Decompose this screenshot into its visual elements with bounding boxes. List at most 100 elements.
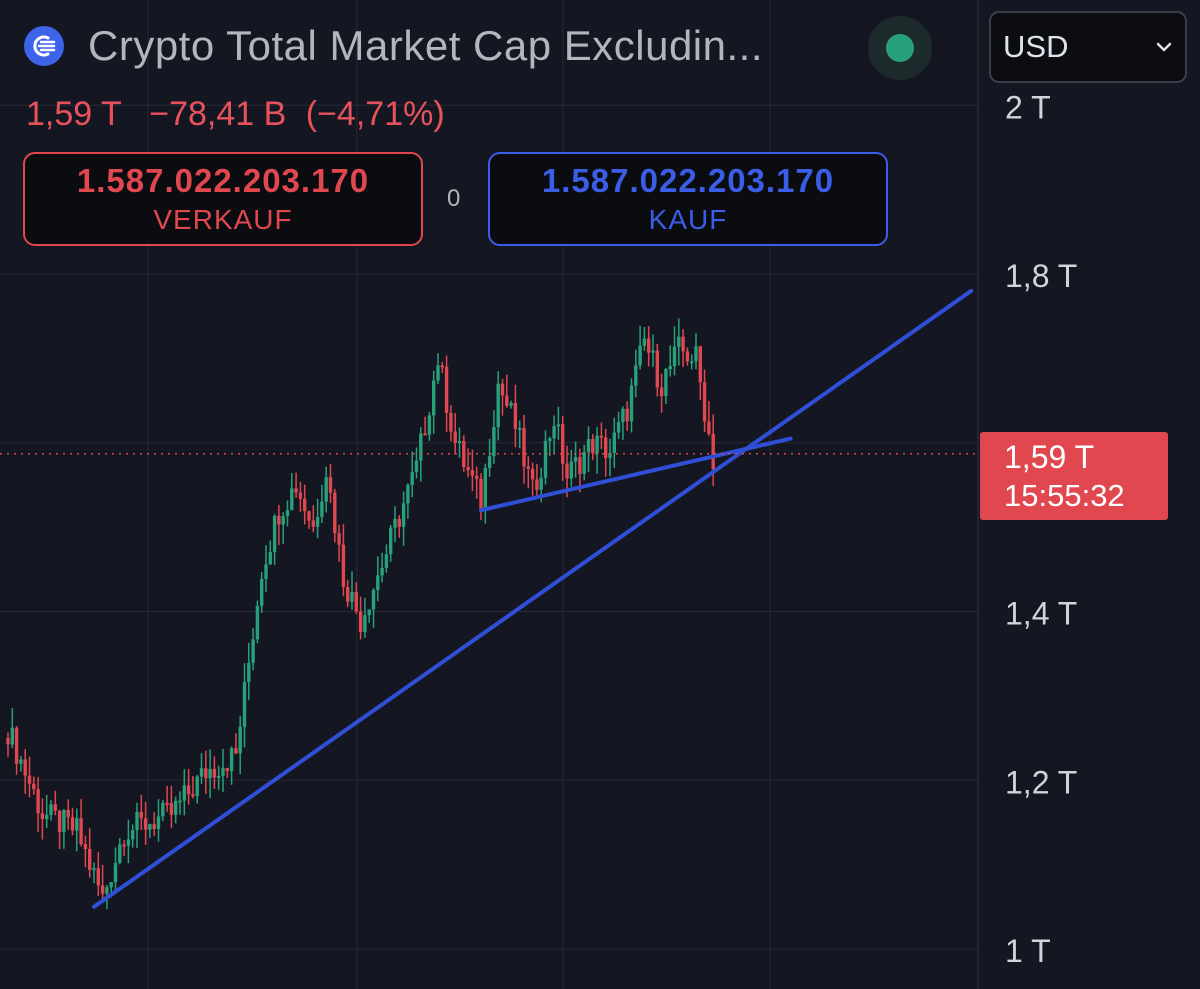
candle [234,733,238,755]
candle [642,327,647,351]
candle-body [548,438,552,441]
candle [143,801,148,845]
candle [350,571,354,610]
candle-body [522,428,526,467]
candle-body [685,351,690,362]
candle [19,756,23,772]
candle-body [341,544,346,588]
candle-body [212,768,217,778]
candle [569,449,573,487]
trendline[interactable] [92,288,974,909]
candle-body [217,775,221,778]
candle [75,808,79,852]
candle-body [573,457,578,462]
price-axis-label: 1 T [1005,933,1051,969]
symbol-title[interactable]: Crypto Total Market Cap Excludin... [88,22,764,69]
candle-body [556,424,561,427]
candle [255,600,260,644]
candle-body [324,477,328,502]
candle [324,466,328,513]
candle [122,840,126,857]
currency-select[interactable]: USD [989,11,1187,83]
candlestick-series [6,318,715,910]
candle [36,777,40,833]
candle [616,411,621,439]
candle [401,491,406,546]
candle [509,400,513,409]
candle [217,765,221,790]
candle-body [539,477,543,490]
candle [281,512,285,544]
candle [621,406,625,440]
candle-body [414,460,419,472]
candle-body [513,403,518,429]
candle [53,790,57,816]
candle-body [272,515,277,553]
candle [57,809,62,850]
candle-body [148,824,152,830]
candle-body [561,424,565,464]
candle-body [152,824,156,829]
candle-body [242,682,247,727]
candle [363,597,367,638]
candle [548,436,552,457]
candle-body [702,382,707,422]
candle-body [328,477,333,493]
price-axis-label: 1,8 T [1005,258,1077,294]
candle [647,326,651,367]
trendlines[interactable] [92,288,974,909]
candle-body [591,439,595,454]
candle [625,401,629,431]
candle-body [664,369,668,397]
candle-body [436,365,440,381]
candle-body [109,882,113,888]
candle-body [397,519,401,527]
candle-body [174,800,178,815]
candle-body [62,809,66,832]
candle-body [19,759,23,764]
candle [384,544,389,573]
candle [337,524,341,562]
candle-body [466,467,470,471]
candle [174,796,178,824]
price-axis-label: 1,4 T [1005,596,1077,632]
candle-body [139,811,143,819]
candle [475,466,479,499]
candle-body [290,488,294,511]
candle [118,838,122,865]
candle [358,596,363,640]
candle-body [569,461,573,479]
candle-body [530,468,535,480]
candle-body [586,439,591,452]
candle-body [251,639,255,663]
price-axis-label: 1,2 T [1005,764,1077,800]
buy-button[interactable]: 1.587.022.203.170 KAUF [488,152,888,246]
candle-body [612,432,616,453]
candle [376,556,380,602]
market-status-indicator[interactable] [868,16,932,80]
candle [608,438,612,477]
candle [466,448,470,478]
sell-button[interactable]: 1.587.022.203.170 VERKAUF [23,152,423,246]
candle-body [668,366,672,370]
candle-body [492,427,496,457]
candle [152,812,156,837]
candle-body [182,785,186,801]
candle [199,753,204,784]
candle-body [354,591,358,612]
price-tag-countdown: 15:55:32 [1004,478,1125,513]
candle-body [333,492,337,534]
trendline[interactable] [479,436,793,513]
candle [492,410,496,464]
chart-grid [0,0,979,989]
candle-body [363,615,367,633]
price-axis[interactable]: 1 T1,2 T1,4 T1,6 T1,8 T2 T [1005,89,1077,969]
candle [371,588,376,628]
candle-body [346,587,350,602]
candle-body [307,511,311,521]
candle-body [526,466,530,469]
candle [311,505,315,533]
sell-price: 1.587.022.203.170 [76,162,370,199]
candle-body [225,768,229,772]
